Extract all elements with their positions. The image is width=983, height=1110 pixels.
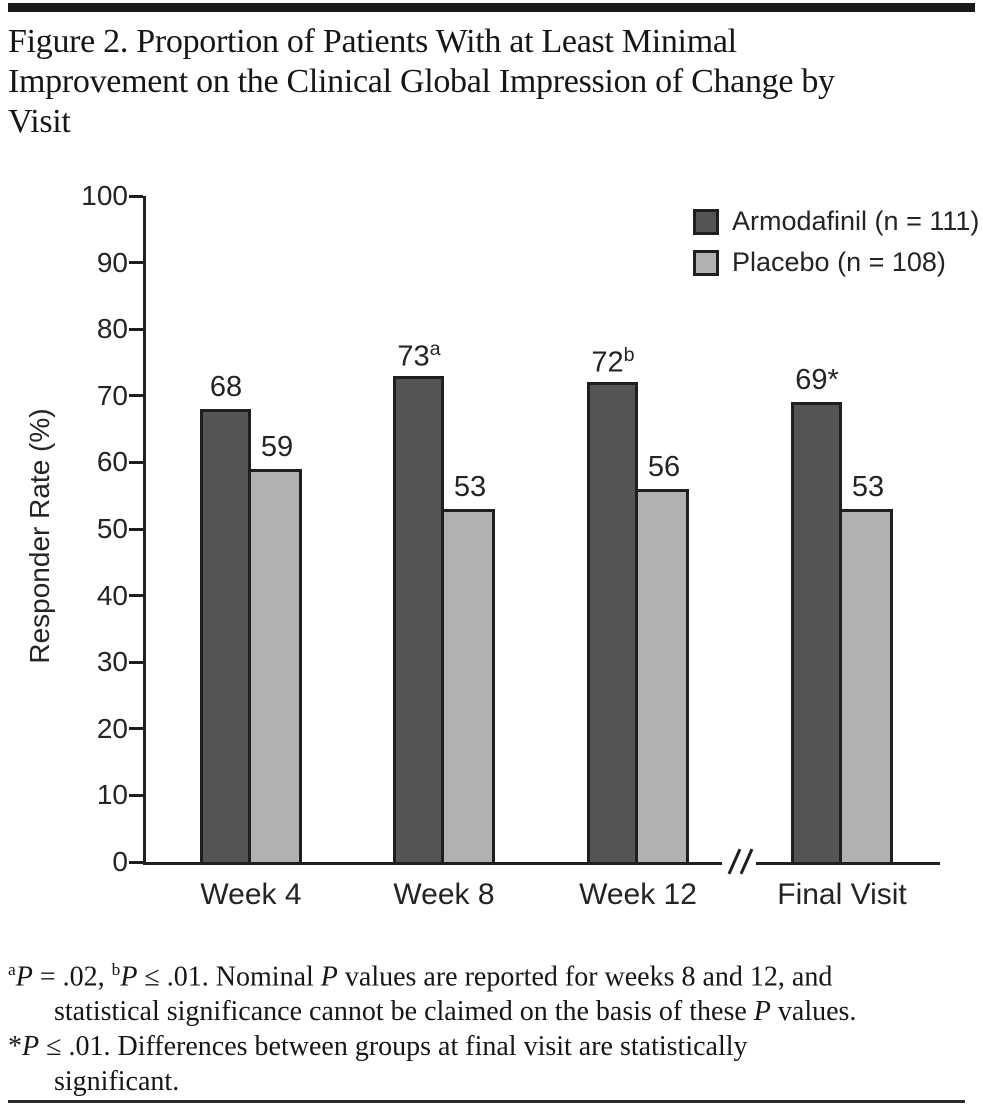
- x-label-week-8: Week 8: [393, 878, 495, 911]
- footnote-line: significant.: [54, 1066, 180, 1098]
- axis-break-patch: [722, 856, 756, 870]
- y-tick-label: 0: [112, 846, 128, 877]
- y-tick-label: 90: [96, 246, 128, 278]
- y-tick: [129, 594, 143, 598]
- x-axis-line: [143, 862, 940, 865]
- figure-title-line-2: Improvement on the Clinical Global Impre…: [8, 63, 835, 100]
- footnote-line: aP = .02, bP ≤ .01. Nominal P values are…: [8, 960, 833, 993]
- bar-placebo-week-4: [248, 469, 302, 862]
- bar-value-label: 72b: [591, 344, 635, 380]
- bar-value-label: 73a: [397, 337, 441, 373]
- legend: Armodafinil (n = 111) Placebo (n = 108): [693, 206, 979, 288]
- bar-armodafinil-final-visit: [791, 402, 842, 862]
- y-tick-label: 100: [81, 180, 128, 211]
- bar-armodafinil-week-8: [393, 375, 444, 862]
- footnotes: aP = .02, bP ≤ .01. Nominal P values are…: [8, 952, 968, 1099]
- bar-value-label: 53: [453, 471, 487, 504]
- y-tick-label: 50: [96, 513, 128, 544]
- legend-label-armodafinil: Armodafinil (n = 111): [732, 206, 980, 236]
- y-tick: [129, 793, 143, 797]
- y-tick: [129, 194, 143, 198]
- y-tick-label: 10: [96, 779, 128, 811]
- y-axis-line: [143, 196, 146, 865]
- bar-placebo-final-visit: [839, 509, 893, 862]
- y-tick: [129, 394, 143, 398]
- footnote-line: *P ≤ .01. Differences between groups at …: [8, 1031, 748, 1063]
- x-label-week-12: Week 12: [579, 878, 697, 911]
- x-label-week-4: Week 4: [200, 878, 302, 911]
- bar-value-label: 68: [209, 371, 243, 404]
- bar-placebo-week-12: [635, 489, 689, 862]
- bar-placebo-week-8: [441, 509, 495, 862]
- y-tick: [129, 327, 143, 331]
- y-tick-label: 80: [96, 313, 128, 345]
- y-tick-label: 40: [96, 579, 128, 611]
- placebo-swatch-icon: [693, 249, 719, 276]
- bar-value-label: 56: [647, 451, 681, 484]
- bar-value-label: 59: [260, 431, 294, 464]
- legend-item-armodafinil: Armodafinil (n = 111): [693, 206, 979, 237]
- y-tick: [129, 660, 143, 664]
- armodafinil-swatch-icon: [693, 208, 719, 235]
- legend-item-placebo: Placebo (n = 108): [693, 247, 979, 278]
- legend-label-placebo: Placebo (n = 108): [732, 247, 946, 277]
- bottom-rule: [8, 1100, 965, 1103]
- bar-chart: Responder Rate (%) Armodafinil (n = 111)…: [0, 180, 983, 911]
- top-rule: [8, 3, 975, 12]
- figure-title-line-1: Figure 2. Proportion of Patients With at…: [8, 23, 737, 60]
- y-tick: [129, 727, 143, 731]
- y-tick-label: 20: [96, 712, 128, 744]
- y-tick: [129, 860, 143, 864]
- bar-value-label: 53: [851, 471, 885, 504]
- bar-value-label: 69*: [795, 364, 839, 397]
- y-tick-label: 30: [96, 646, 128, 678]
- y-tick: [129, 261, 143, 265]
- figure-title-line-3: Visit: [8, 103, 71, 140]
- x-label-final-visit: Final Visit: [777, 878, 907, 911]
- bar-armodafinil-week-4: [200, 409, 251, 862]
- figure-title: Figure 2. Proportion of Patients With at…: [8, 22, 973, 142]
- y-tick: [129, 460, 143, 464]
- y-tick: [129, 527, 143, 531]
- y-tick-label: 70: [96, 379, 128, 411]
- footnote-line: statistical significance cannot be claim…: [54, 996, 857, 1028]
- y-tick-label: 60: [96, 446, 128, 478]
